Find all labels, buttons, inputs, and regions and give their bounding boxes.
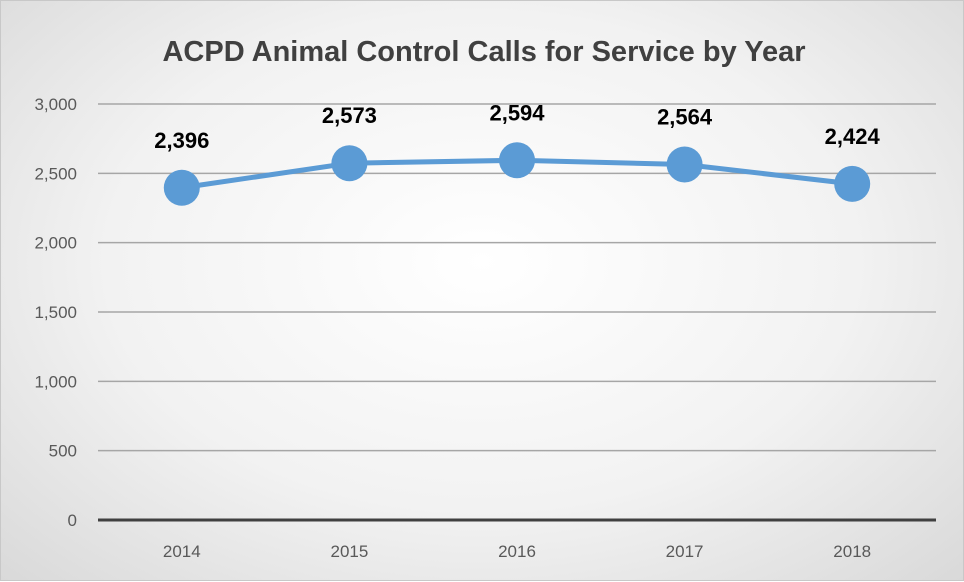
y-tick-label: 500 [49,442,77,461]
data-point [666,146,703,183]
data-label: 2,564 [657,104,713,129]
x-axis-ticks: 2014 2015 2016 2017 2018 [163,542,871,561]
data-label: 2,573 [322,103,377,128]
data-label: 2,424 [825,124,881,149]
chart-title: ACPD Animal Control Calls for Service by… [162,36,805,68]
x-tick-label: 2017 [666,542,704,561]
y-tick-label: 1,000 [34,372,77,391]
data-point [331,145,368,182]
x-tick-label: 2018 [833,542,871,561]
y-tick-label: 2,000 [34,234,77,253]
data-point [499,142,535,179]
data-label: 2,594 [489,100,545,125]
x-tick-label: 2014 [163,542,201,561]
y-axis-ticks: 0 500 1,000 1,500 2,000 2,500 3,000 [34,95,77,530]
data-point [163,169,200,206]
data-labels: 2,396 2,573 2,594 2,564 2,424 [154,100,880,152]
y-tick-label: 1,500 [34,303,77,322]
data-label: 2,396 [154,128,209,153]
x-tick-label: 2015 [330,542,368,561]
y-tick-label: 3,000 [34,95,77,114]
y-tick-label: 2,500 [34,164,77,183]
x-tick-label: 2016 [498,542,536,561]
series [163,142,871,206]
y-tick-label: 0 [68,511,77,530]
data-point [834,165,871,202]
